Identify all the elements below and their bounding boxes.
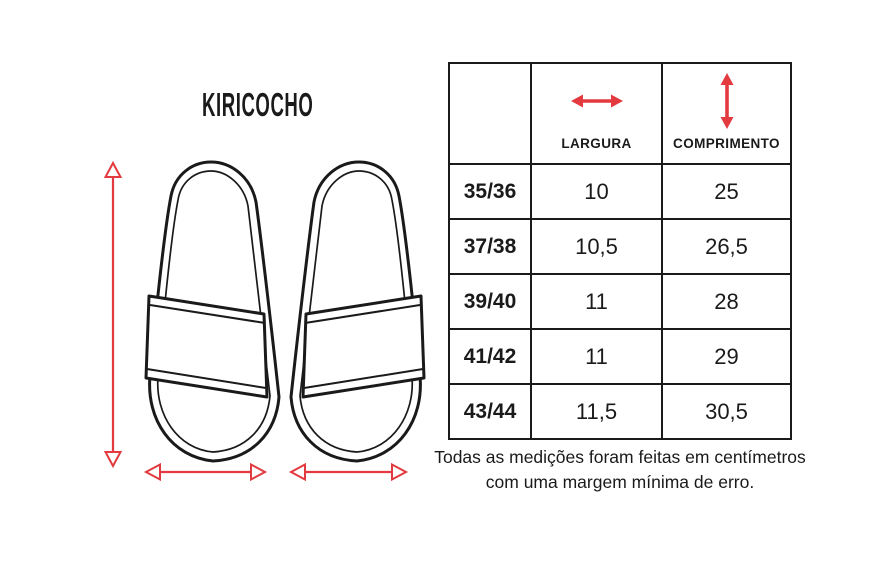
comprimento-cell: 26,5 [661,218,792,275]
sandal-right [289,160,426,463]
largura-cell: 11,5 [530,383,663,440]
width-measure-arrow-right-icon [288,462,409,482]
size-cell: 37/38 [448,218,532,275]
vertical-double-arrow-icon [720,72,733,129]
table-row: 43/44 11,5 30,5 [448,383,792,440]
size-table-container: LARGURA COMPRIMENTO [448,62,792,440]
size-table: LARGURA COMPRIMENTO [448,62,792,440]
length-measure-arrow-icon [103,160,123,469]
largura-header-label: LARGURA [561,135,632,151]
comprimento-header-cell: COMPRIMENTO [661,62,792,165]
comprimento-cell: 28 [661,273,792,330]
measurement-footnote: Todas as medições foram feitas em centím… [434,447,806,492]
table-row: 37/38 10,5 26,5 [448,218,792,275]
empty-header-cell [448,62,532,165]
comprimento-header-label: COMPRIMENTO [673,135,780,151]
table-header-row: LARGURA COMPRIMENTO [448,62,792,165]
comprimento-cell: 25 [661,163,792,220]
size-cell: 39/40 [448,273,532,330]
largura-cell: 10,5 [530,218,663,275]
table-row: 39/40 11 28 [448,273,792,330]
size-cell: 43/44 [448,383,532,440]
horizontal-double-arrow-icon [570,94,623,107]
largura-cell: 11 [530,273,663,330]
table-row: 35/36 10 25 [448,163,792,220]
comprimento-cell: 29 [661,328,792,385]
comprimento-cell: 30,5 [661,383,792,440]
table-row: 41/42 11 29 [448,328,792,385]
size-cell: 41/42 [448,328,532,385]
largura-header-cell: LARGURA [530,62,663,165]
sandal-left [144,160,281,463]
brand-title: KIRICOCHO [202,86,314,124]
largura-cell: 10 [530,163,663,220]
width-measure-arrow-left-icon [143,462,268,482]
largura-cell: 11 [530,328,663,385]
size-cell: 35/36 [448,163,532,220]
